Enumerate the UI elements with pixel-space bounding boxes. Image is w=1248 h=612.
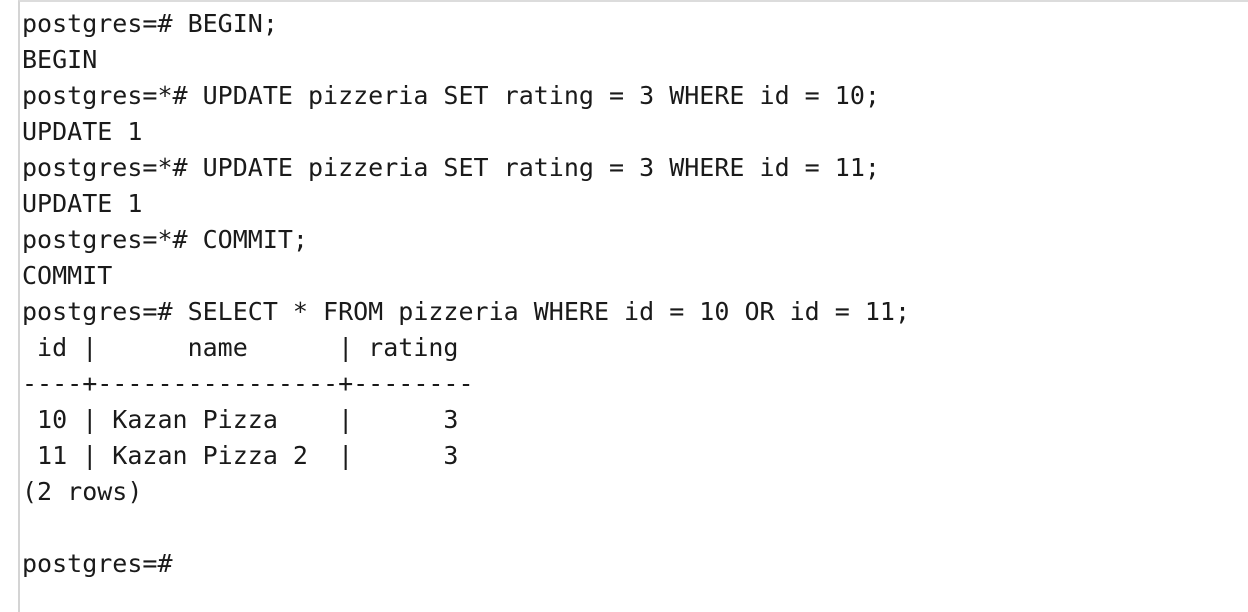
prompt-line-select: postgres=# SELECT * FROM pizzeria WHERE … [22,297,911,326]
current-prompt[interactable]: postgres=# [22,549,173,578]
output-line-begin: BEGIN [22,45,98,74]
output-line-update-2: UPDATE 1 [22,189,143,218]
result-row-count: (2 rows) [22,477,143,506]
prompt-line-update-10: postgres=*# UPDATE pizzeria SET rating =… [22,81,880,110]
result-table-row: 10 | Kazan Pizza | 3 [22,405,459,434]
prompt-line-begin: postgres=# BEGIN; [22,9,278,38]
result-table-row: 11 | Kazan Pizza 2 | 3 [22,441,459,470]
result-table-header: id | name | rating [22,333,459,362]
output-line-commit: COMMIT [22,261,113,290]
terminal-output: postgres=# BEGIN; BEGIN postgres=*# UPDA… [22,6,910,582]
prompt-line-commit: postgres=*# COMMIT; [22,225,308,254]
terminal-window[interactable]: postgres=# BEGIN; BEGIN postgres=*# UPDA… [18,0,1248,612]
blank-line [22,510,910,546]
result-table-separator: ----+----------------+-------- [22,369,474,398]
output-line-update-1: UPDATE 1 [22,117,143,146]
prompt-line-update-11: postgres=*# UPDATE pizzeria SET rating =… [22,153,880,182]
